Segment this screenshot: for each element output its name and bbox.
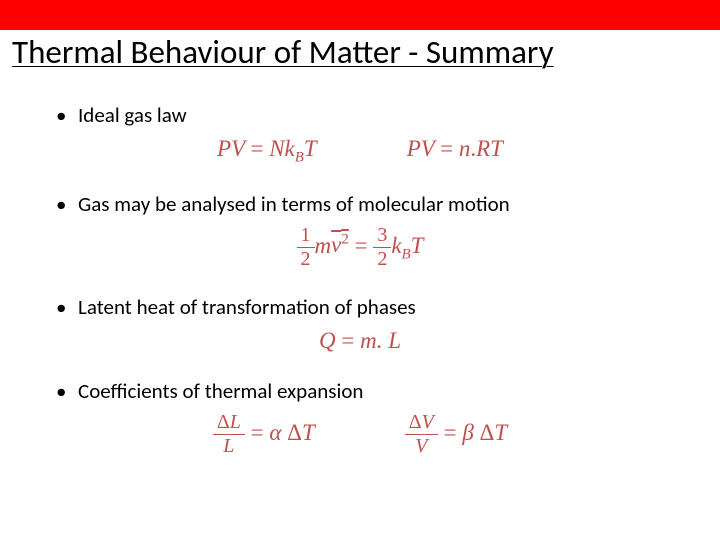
eq-rhs-k: k xyxy=(391,232,401,257)
section-latent-heat: Latent heat of transformation of phases … xyxy=(50,294,670,354)
equation-latent-row: Q = m. L xyxy=(50,328,670,354)
bullet-ideal-gas: Ideal gas law xyxy=(50,102,670,128)
frac-dL: ΔL L xyxy=(213,412,245,457)
page-title: Thermal Behaviour of Matter - Summary xyxy=(0,30,720,80)
eq-lhs: PV xyxy=(217,136,245,161)
bullet-thermal-expansion: Coefficients of thermal expansion xyxy=(50,378,670,404)
den: 2 xyxy=(297,248,315,270)
eq-rhs-B: B xyxy=(402,246,411,262)
content-area: Ideal gas law PV = NkBT PV = n.RT Gas ma… xyxy=(0,80,720,457)
num: 3 xyxy=(373,225,391,248)
equation-kinetic-row: 1 2 mv2 = 3 2 kBT xyxy=(50,225,670,270)
num: 1 xyxy=(297,225,315,248)
eq-rhs-N: N xyxy=(269,136,284,161)
eq-lhs: Q xyxy=(319,328,336,353)
frac-dV: ΔV V xyxy=(405,412,438,457)
num: ΔL xyxy=(213,412,245,435)
equation-expansion-linear: ΔL L = α ΔT xyxy=(213,412,315,457)
eq-lhs: PV xyxy=(407,136,435,161)
bullet-latent-heat: Latent heat of transformation of phases xyxy=(50,294,670,320)
eq-rhs-n: n xyxy=(459,136,471,161)
num: ΔV xyxy=(405,412,438,435)
eq-rhs-B: B xyxy=(295,150,304,166)
eq-rhs-T: T xyxy=(411,232,424,257)
den: V xyxy=(405,435,438,457)
equation-ideal-gas-row: PV = NkBT PV = n.RT xyxy=(50,136,670,167)
equation-kinetic: 1 2 mv2 = 3 2 kBT xyxy=(297,225,424,270)
equation-ideal-gas-1: PV = NkBT xyxy=(217,136,317,167)
den: L xyxy=(213,435,245,457)
eq-v-bar: v2 xyxy=(331,232,349,257)
equation-expansion-volume: ΔV V = β ΔT xyxy=(405,412,507,457)
title-bar xyxy=(0,0,720,30)
eq-rhs-T: T xyxy=(304,136,317,161)
eq-rhs: β ΔT xyxy=(462,419,507,444)
equation-expansion-row: ΔL L = α ΔT ΔV V = β ΔT xyxy=(50,412,670,457)
eq-rhs-RT: RT xyxy=(476,136,503,161)
equation-latent: Q = m. L xyxy=(319,328,401,354)
section-ideal-gas: Ideal gas law PV = NkBT PV = n.RT xyxy=(50,102,670,167)
eq-rhs: α ΔT xyxy=(269,419,314,444)
bullet-molecular-motion: Gas may be analysed in terms of molecula… xyxy=(50,191,670,217)
section-thermal-expansion: Coefficients of thermal expansion ΔL L =… xyxy=(50,378,670,457)
den: 2 xyxy=(373,248,391,270)
eq-m: m xyxy=(315,232,332,257)
eq-sup-2: 2 xyxy=(341,232,348,248)
frac-three-half: 3 2 xyxy=(373,225,391,270)
eq-rhs: m. L xyxy=(360,328,401,353)
eq-rhs-k: k xyxy=(285,136,295,161)
equation-ideal-gas-2: PV = n.RT xyxy=(407,136,503,167)
frac-half: 1 2 xyxy=(297,225,315,270)
section-molecular-motion: Gas may be analysed in terms of molecula… xyxy=(50,191,670,270)
